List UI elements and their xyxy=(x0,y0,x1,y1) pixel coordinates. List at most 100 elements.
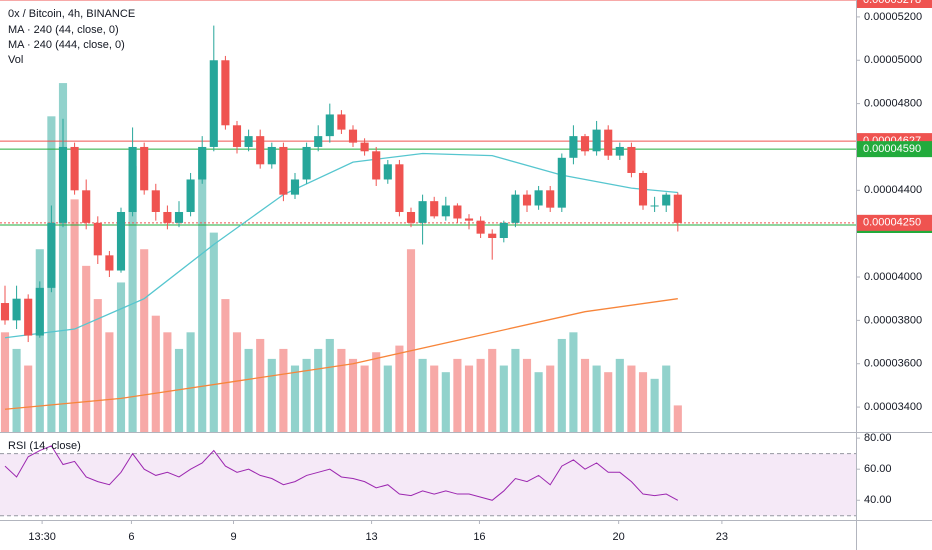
volume-bar xyxy=(314,348,323,432)
candle-body xyxy=(302,146,311,180)
volume-bar xyxy=(534,372,543,432)
x-tick-label: 16 xyxy=(473,531,485,543)
legend-entry: MA · 240 (44, close, 0) xyxy=(8,24,119,36)
rsi-tick-label: 60.00 xyxy=(864,463,892,475)
x-tick-label: 13 xyxy=(365,531,377,543)
candle-body xyxy=(267,146,276,165)
y-tick-label: 0.00004400 xyxy=(864,184,922,196)
y-tick-label: 0.00004000 xyxy=(864,271,922,283)
volume-bar xyxy=(174,348,184,432)
volume-bar xyxy=(406,249,416,432)
volume-bar xyxy=(592,365,601,432)
rsi-legend: RSI (14, close) xyxy=(8,440,81,452)
candle-body xyxy=(47,222,56,288)
volume-bar xyxy=(615,358,624,432)
x-tick-label: 9 xyxy=(230,531,236,543)
level-label-box xyxy=(857,214,932,231)
volume-bar xyxy=(24,365,33,432)
candle-body xyxy=(615,146,624,156)
candle-body xyxy=(221,60,230,126)
candle-body xyxy=(82,190,91,223)
candle-body xyxy=(70,146,79,191)
candle-body xyxy=(453,205,462,219)
candle-body xyxy=(105,255,114,271)
candle-body xyxy=(557,157,566,208)
chart-title: 0x / Bitcoin, 4h, BINANCE xyxy=(8,8,135,20)
candle-body xyxy=(488,233,497,239)
volume-bar xyxy=(0,332,10,432)
x-tick-label: 23 xyxy=(716,531,728,543)
volume-bar xyxy=(546,365,555,432)
candle-body xyxy=(418,201,427,223)
moving-average xyxy=(4,152,678,339)
volume-bar xyxy=(488,348,497,432)
candle-body xyxy=(522,194,532,206)
volume-bar xyxy=(557,338,566,432)
candle-body xyxy=(163,211,172,223)
candle-body xyxy=(627,146,636,173)
candle-body xyxy=(511,194,520,223)
legend-entry: Vol xyxy=(8,54,23,66)
candle-body xyxy=(93,222,102,256)
volume-bar xyxy=(105,332,114,432)
candle-body xyxy=(186,179,195,212)
y-tick-label: 0.00003600 xyxy=(864,358,922,370)
candle-body xyxy=(244,136,253,147)
candle-body xyxy=(348,129,358,143)
volume-bar xyxy=(232,332,242,432)
volume-bar xyxy=(430,365,439,432)
volume-bar xyxy=(58,83,68,433)
y-tick-label: 0.00003400 xyxy=(864,401,922,413)
volume-bar xyxy=(418,358,427,432)
candle-body xyxy=(325,114,334,137)
candle-body xyxy=(174,211,184,223)
volume-bar xyxy=(638,372,648,432)
volume-bar xyxy=(337,348,346,432)
volume-bar xyxy=(198,149,207,433)
candle-body xyxy=(592,129,601,152)
candle-body xyxy=(209,60,218,147)
volume-bar xyxy=(163,332,172,432)
volume-bar xyxy=(290,365,300,432)
level-label-box xyxy=(857,141,932,158)
candle-body xyxy=(279,146,288,195)
candle-body xyxy=(580,136,590,152)
volume-bar xyxy=(140,249,149,432)
candle-body xyxy=(24,298,33,336)
x-tick-label: 13:30 xyxy=(28,531,56,543)
level-label: 0.00005278 xyxy=(863,0,921,6)
candle-body xyxy=(499,222,508,239)
candle-body xyxy=(337,114,346,130)
candle-body xyxy=(0,303,10,321)
candle-body xyxy=(604,129,613,156)
volume-bar xyxy=(511,348,520,432)
y-tick-label: 0.00005200 xyxy=(864,11,922,23)
candle-body xyxy=(395,164,404,212)
volume-bar xyxy=(662,365,671,432)
candle-body xyxy=(430,201,439,217)
candle-body xyxy=(128,146,137,212)
candle-body xyxy=(638,172,648,206)
x-tick-label: 20 xyxy=(613,531,625,543)
volume-bar xyxy=(522,358,532,432)
volume-bar xyxy=(93,299,102,432)
volume-bar xyxy=(12,348,21,432)
volume-bar xyxy=(360,365,369,432)
candle-body xyxy=(383,164,392,180)
volume-bar xyxy=(627,365,636,432)
candle-body xyxy=(441,205,450,217)
volume-bar xyxy=(476,358,485,432)
volume-bar xyxy=(302,358,311,432)
y-tick-label: 0.00004800 xyxy=(864,98,922,110)
candle-body xyxy=(140,146,149,191)
volume-bar xyxy=(325,338,334,432)
candle-body xyxy=(256,136,265,165)
candle-body xyxy=(534,190,543,206)
candle-body xyxy=(12,298,21,321)
rsi-line xyxy=(4,445,679,501)
volume-bar xyxy=(82,265,91,432)
candle-body xyxy=(650,205,659,207)
volume-bar xyxy=(209,232,218,432)
